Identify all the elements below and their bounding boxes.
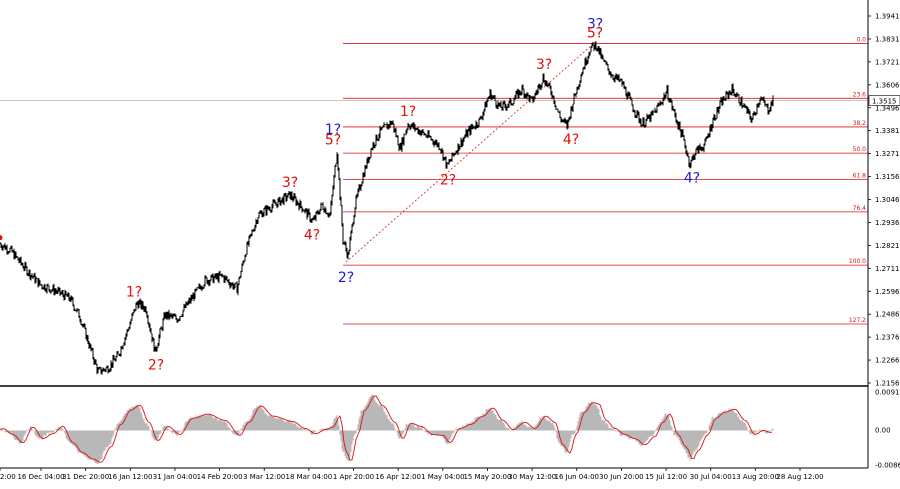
x-tick-label: 16 Dec 04:00 [17,473,64,481]
fib-label: 38.2 [853,120,867,127]
x-tick-label: 1 Apr 20:00 [333,473,374,481]
oscillator-signal-line [0,395,773,463]
x-tick-label: 16 Apr 12:00 [375,473,421,481]
fib-label: 0.0 [856,36,866,43]
x-tick-label: 3 Mar 12:00 [243,473,285,481]
wave-label: 4? [684,171,700,187]
y-tick-label: 1.2936 [875,219,900,227]
wave-label: 4? [563,132,579,148]
x-tick-label: 18 Mar 04:00 [286,473,333,481]
osc-tick-label: 0.0091 [875,389,900,397]
wave-label: 1? [325,122,341,138]
wave-label-marker [0,235,3,241]
wave-label: 1? [126,285,142,301]
wave-label: 2? [440,173,456,189]
y-tick-label: 1.3046 [875,196,900,204]
current-price-box [868,95,900,106]
x-tick-label: 31 Dec 20:00 [62,473,109,481]
wave-label: 3? [587,16,603,32]
x-tick-label: 30 May 12:00 [508,473,556,481]
wave-label: 2? [338,270,354,286]
x-tick-label: 14 Feb 20:00 [197,473,243,481]
y-tick-label: 1.2711 [875,265,900,273]
wave-labels: 1?2?3?4?1?5?2?1?2?3?4?3?5?4? [0,16,700,373]
x-tick-label: 15 May 20:00 [463,473,511,481]
y-tick-label: 1.3271 [875,150,900,158]
y-tick-label: 1.2266 [875,357,900,365]
oscillator-histogram [0,394,774,464]
trend-line [345,46,591,263]
y-tick-label: 1.3941 [875,13,900,21]
x-tick-label: 2:00 [0,473,16,481]
y-tick-label: 1.3156 [875,173,900,181]
price-bars [0,41,774,375]
x-tick-label: 30 Jul 04:00 [690,473,732,481]
price-series [0,41,774,375]
wave-label: 3? [282,175,298,191]
y-tick-label: 1.2596 [875,288,900,296]
x-tick-label: 16 Jun 04:00 [555,473,599,481]
y-tick-label: 1.3831 [875,35,900,43]
wave-label: 1? [400,104,416,120]
y-tick-label: 1.2376 [875,334,900,342]
y-tick-label: 1.3496 [875,104,900,112]
fib-label: 61.8 [853,172,867,179]
y-tick-label: 1.2821 [875,242,900,250]
y-tick-label: 1.2486 [875,311,900,319]
x-tick-label: 16 Jan 12:00 [108,473,152,481]
x-tick-label: 13 Aug 20:00 [732,473,779,481]
wave-label: 4? [304,227,320,243]
x-tick-label: 28 Aug 12:00 [776,473,823,481]
oscillator-panel [0,394,774,464]
current-price-label: 1.3515 [872,98,897,106]
y-tick-label: 1.3606 [875,81,900,89]
x-tick-label: 1 May 04:00 [421,473,465,481]
fib-label: 50.0 [853,146,867,153]
x-tick-label: 30 Jun 20:00 [599,473,643,481]
x-tick-label: 31 Jan 04:00 [153,473,197,481]
y-tick-label: 1.3381 [875,127,900,135]
wave-label: 5? [325,132,341,148]
wave-label: 3? [536,57,552,73]
fib-label: 23.6 [853,91,867,98]
fibonacci-levels: 0.0 23.6 38.2 50.0 61.8 76.4 100.0 127.2 [0,36,868,325]
osc-tick-label: 0.00 [875,427,891,435]
fib-label: 100.0 [849,258,866,265]
y-tick-label: 1.3721 [875,58,900,66]
wave-label: 2? [148,357,164,373]
fib-label: 76.4 [853,205,867,212]
x-tick-label: 15 Jul 12:00 [645,473,687,481]
y-tick-label: 1.2156 [875,380,900,388]
wave-trend-line [345,46,591,263]
fib-label: 127.2 [849,317,866,324]
wave-label: 5? [587,26,603,42]
